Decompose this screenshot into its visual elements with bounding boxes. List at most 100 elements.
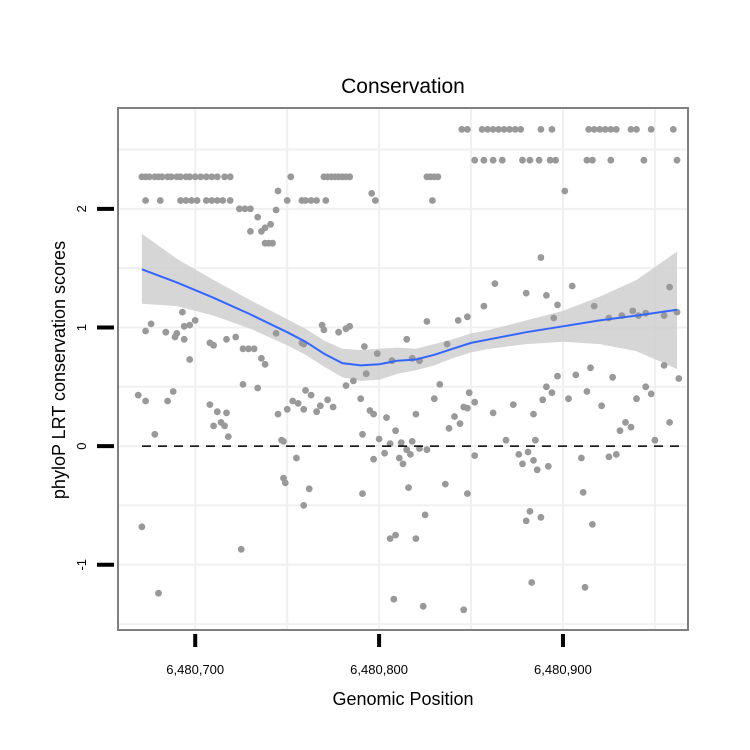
data-point — [193, 197, 201, 204]
data-point — [537, 513, 545, 521]
data-point — [590, 302, 598, 310]
data-point — [484, 125, 491, 133]
data-point — [261, 224, 269, 232]
data-point — [293, 454, 300, 462]
data-point — [142, 397, 150, 405]
x-tick-label: 6,480,900 — [534, 662, 592, 677]
data-point — [302, 197, 309, 204]
data-point — [237, 545, 245, 553]
data-point — [436, 381, 444, 388]
data-point — [357, 395, 365, 403]
data-point — [221, 422, 229, 430]
data-point — [408, 438, 416, 445]
data-point — [142, 327, 150, 335]
data-point — [583, 388, 591, 395]
confidence-band — [141, 233, 677, 381]
data-point — [269, 239, 276, 247]
y-tick-label: 1 — [74, 324, 89, 331]
data-point — [202, 173, 210, 181]
data-point — [478, 125, 486, 133]
y-tick-label: 2 — [74, 205, 89, 212]
data-point — [239, 381, 247, 388]
data-point — [429, 197, 436, 204]
data-point — [162, 328, 170, 336]
data-point — [612, 125, 620, 133]
data-point — [313, 408, 320, 416]
data-point — [544, 462, 552, 470]
data-point — [342, 382, 350, 389]
data-point — [489, 156, 497, 164]
data-point — [182, 197, 190, 204]
data-point — [210, 341, 218, 349]
data-point — [386, 535, 394, 542]
data-point — [362, 370, 370, 378]
chart-title: Conservation — [341, 75, 465, 98]
data-point — [458, 125, 466, 133]
data-point — [350, 377, 357, 385]
data-point — [223, 335, 230, 343]
data-point — [250, 345, 258, 353]
data-point — [607, 125, 615, 133]
data-point — [629, 307, 637, 315]
data-point — [283, 405, 291, 413]
data-point — [254, 213, 262, 221]
x-axis-label: Genomic Position — [332, 689, 473, 709]
data-point — [169, 388, 177, 395]
data-point — [186, 321, 194, 329]
data-point — [519, 460, 526, 468]
data-point — [412, 410, 420, 418]
data-point — [158, 173, 166, 181]
data-point — [506, 125, 513, 133]
data-point — [535, 156, 543, 164]
data-point — [197, 173, 205, 181]
data-point — [554, 301, 561, 309]
data-point — [568, 282, 576, 290]
data-point — [372, 197, 379, 204]
data-point — [395, 454, 403, 462]
data-point — [164, 397, 172, 405]
data-point — [399, 460, 407, 468]
data-point — [300, 502, 308, 509]
data-point — [383, 414, 390, 421]
data-point — [403, 335, 411, 343]
data-point — [397, 439, 405, 446]
data-point — [208, 173, 216, 181]
data-point — [543, 383, 550, 391]
data-point — [305, 485, 313, 493]
y-tick-label: 0 — [74, 442, 89, 449]
data-point — [313, 197, 320, 204]
data-point — [186, 356, 194, 363]
data-point — [660, 312, 668, 319]
data-point — [445, 424, 453, 432]
data-point — [675, 375, 683, 382]
data-point — [281, 479, 289, 487]
data-point — [524, 448, 532, 456]
data-point — [500, 125, 508, 133]
data-point — [274, 410, 282, 418]
data-point — [167, 173, 175, 181]
data-point — [434, 173, 442, 181]
data-point — [155, 589, 162, 597]
data-point — [583, 156, 591, 164]
data-point — [202, 197, 210, 204]
data-point — [441, 480, 449, 488]
data-point — [392, 427, 399, 435]
data-point — [550, 314, 558, 322]
data-point — [502, 436, 510, 444]
data-point — [223, 409, 230, 417]
data-point — [370, 455, 377, 463]
y-axis-label: phyloP LRT conservation scores — [49, 241, 69, 499]
data-point — [232, 333, 240, 341]
data-point — [359, 430, 366, 438]
data-point — [498, 156, 506, 164]
data-point — [669, 125, 677, 133]
data-point — [526, 508, 534, 515]
data-point — [221, 173, 229, 181]
data-point — [134, 391, 142, 399]
data-point — [423, 446, 431, 454]
smooth-line — [141, 268, 678, 367]
data-point — [346, 322, 354, 330]
data-point — [537, 125, 545, 133]
data-points — [134, 125, 683, 614]
data-point — [598, 402, 605, 410]
